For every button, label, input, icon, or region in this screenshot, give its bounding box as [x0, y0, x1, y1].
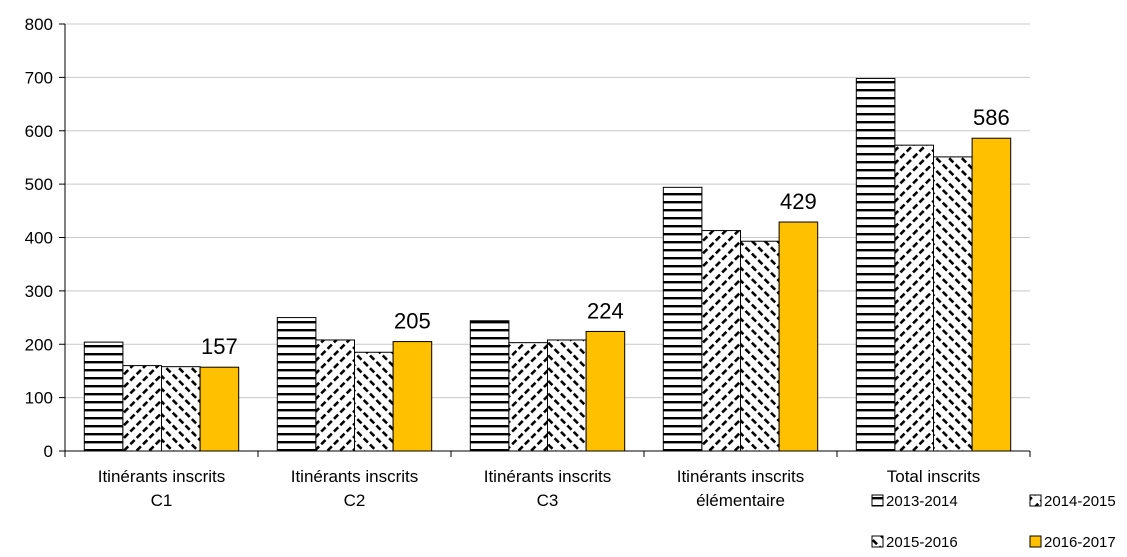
bar-2013-2014-1	[83, 341, 124, 452]
bar-2015-2016-2	[354, 351, 394, 452]
category-label: C2	[344, 491, 366, 510]
legend: 2013-2014 2014-2015 2015-2016 2016-2017	[871, 493, 1116, 551]
data-label: 157	[201, 334, 238, 359]
category-label: Total inscrits	[887, 467, 981, 486]
bar-2015-2016-1	[161, 366, 201, 452]
category-label: Itinérants inscrits	[677, 467, 805, 486]
bar-2016-2017-1	[199, 366, 240, 452]
legend-swatch	[871, 494, 884, 507]
category-label: élémentaire	[696, 491, 785, 510]
bar-2014-2015-3	[508, 342, 548, 452]
y-tick-label: 0	[44, 442, 53, 461]
category-label: Itinérants inscrits	[98, 467, 226, 486]
bar-2016-2017-3	[585, 330, 626, 452]
y-tick-label: 100	[25, 389, 53, 408]
y-tick-label: 300	[25, 282, 53, 301]
bar-2015-2016-3	[547, 339, 587, 452]
legend-label: 2015-2016	[886, 534, 958, 551]
bar-2014-2015-2	[315, 339, 355, 452]
data-label: 205	[394, 309, 431, 334]
bar-2013-2014-3	[469, 320, 510, 452]
bar-2014-2015-4	[701, 230, 742, 452]
category-label: C3	[537, 491, 559, 510]
category-label: Itinérants inscrits	[291, 467, 419, 486]
category-label: Itinérants inscrits	[484, 467, 612, 486]
data-label: 586	[973, 105, 1010, 130]
y-tick-label: 800	[25, 15, 53, 34]
bar-2013-2014-2	[276, 317, 317, 452]
y-tick-label: 500	[25, 175, 53, 194]
bar-2015-2016-4	[740, 240, 780, 452]
data-labels: 157 205 224 429 586	[201, 105, 1010, 359]
legend-swatch	[871, 535, 884, 548]
legend-label: 2013-2014	[886, 493, 958, 510]
bar-2016-2017-4	[778, 221, 819, 452]
y-tick-label: 700	[25, 68, 53, 87]
category-label: C1	[151, 491, 173, 510]
y-tick-label: 200	[25, 335, 53, 354]
legend-swatch	[1029, 494, 1042, 507]
bar-2014-2015-5	[894, 144, 935, 452]
bars	[83, 77, 1012, 452]
y-tick-label: 600	[25, 122, 53, 141]
bar-2016-2017-5	[971, 137, 1012, 452]
legend-label: 2016-2017	[1044, 534, 1116, 551]
bar-2013-2014-5	[855, 77, 896, 452]
gridlines	[65, 23, 1030, 399]
bar-2013-2014-4	[662, 186, 703, 452]
category-labels: Itinérants inscrits C1 Itinérants inscrits…	[98, 467, 981, 510]
legend-swatch	[1029, 535, 1042, 548]
legend-label: 2014-2015	[1044, 493, 1116, 510]
data-label: 429	[780, 189, 817, 214]
bar-2015-2016-5	[933, 156, 973, 452]
y-tick-label: 400	[25, 229, 53, 248]
bar-2016-2017-2	[392, 341, 433, 452]
bar-2014-2015-1	[122, 365, 162, 452]
data-label: 224	[587, 298, 624, 323]
